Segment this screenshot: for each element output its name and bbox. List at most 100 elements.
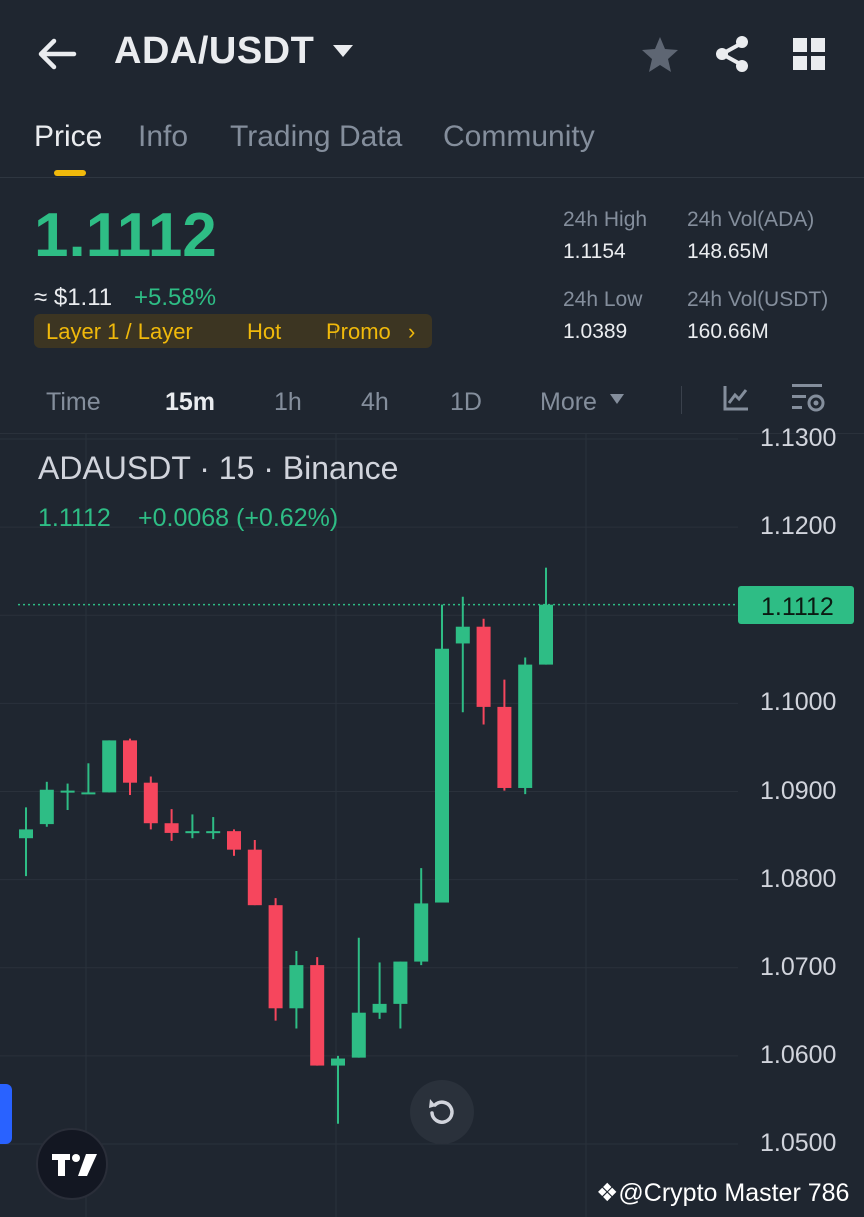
- candle-body: [227, 831, 241, 850]
- price-axis-tick: 1.1300: [760, 424, 837, 452]
- candle: [539, 567, 553, 665]
- candle-body: [289, 965, 304, 1009]
- candle: [518, 657, 533, 795]
- top-bar: ADA/USDT: [0, 0, 864, 110]
- candle: [39, 781, 54, 827]
- chart-settings-icon[interactable]: [790, 382, 826, 414]
- candle: [476, 618, 491, 725]
- tab-info[interactable]: Info: [138, 120, 189, 153]
- watermark: ❖@Crypto Master 786: [596, 1178, 849, 1208]
- candle-body: [455, 626, 470, 644]
- price-chart[interactable]: ADAUSDT · 15 · Binance 1.1112 +0.0068 (+…: [0, 424, 864, 1217]
- candle-body: [102, 740, 117, 793]
- candle: [143, 776, 158, 830]
- candle-body: [247, 849, 262, 906]
- candle: [393, 961, 408, 1029]
- candle-body: [123, 740, 137, 783]
- candle: [435, 604, 449, 903]
- candle: [247, 839, 262, 906]
- reset-chart-button[interactable]: [410, 1080, 474, 1144]
- change-percent: +5.58%: [134, 284, 217, 311]
- candle: [102, 740, 117, 793]
- interval-1h[interactable]: 1h: [274, 388, 302, 416]
- candle-body: [393, 961, 408, 1004]
- caret-down-icon[interactable]: [610, 394, 624, 404]
- candle-body: [39, 789, 54, 825]
- candle: [331, 1055, 345, 1124]
- side-drawer-handle[interactable]: [0, 1084, 12, 1144]
- interval-1d[interactable]: 1D: [450, 388, 482, 416]
- candle: [414, 868, 429, 966]
- share-icon[interactable]: [712, 34, 752, 74]
- candle: [227, 829, 241, 856]
- candle: [455, 596, 470, 713]
- candle-body: [518, 664, 533, 788]
- interval-more[interactable]: More: [540, 388, 597, 416]
- candle-body: [372, 1003, 387, 1013]
- candle-body: [268, 905, 283, 1009]
- interval-4h[interactable]: 4h: [361, 388, 389, 416]
- divider: [681, 386, 682, 414]
- star-icon[interactable]: [640, 34, 680, 74]
- candle-body: [310, 965, 325, 1066]
- price-axis-tick: 1.1000: [760, 688, 837, 717]
- low-label: 24h Low: [563, 288, 643, 311]
- candle-body: [185, 831, 200, 834]
- grid-icon[interactable]: [790, 34, 830, 74]
- candle: [372, 962, 387, 1019]
- chevron-down-icon[interactable]: [332, 44, 354, 58]
- tab-price[interactable]: Price: [34, 120, 103, 153]
- indicator-chart-icon[interactable]: [722, 384, 750, 412]
- candle: [497, 679, 512, 791]
- candle: [351, 937, 366, 1058]
- candle-series: [19, 567, 553, 1124]
- tag-layer[interactable]: Layer 1 / Layer: [46, 319, 193, 344]
- price-axis-tick: 1.0900: [760, 776, 837, 805]
- back-arrow-icon[interactable]: [34, 34, 78, 74]
- candle-body: [143, 782, 158, 824]
- candle: [123, 738, 137, 796]
- tag-row[interactable]: Layer 1 / Layer | Hot | Promo ›: [34, 314, 432, 348]
- interval-15m[interactable]: 15m: [165, 388, 216, 416]
- candle: [289, 951, 304, 1029]
- candle: [164, 809, 179, 841]
- chart-legend-price: 1.1112: [38, 504, 111, 532]
- candle-body: [206, 831, 221, 834]
- tradingview-logo[interactable]: [36, 1128, 108, 1200]
- price-axis-tick: 1.0600: [760, 1040, 837, 1069]
- price-axis-tick: 1.0700: [760, 952, 837, 981]
- chevron-right-icon[interactable]: ›: [408, 319, 416, 344]
- pair-title[interactable]: ADA/USDT: [114, 30, 315, 72]
- last-price: 1.1112: [34, 201, 217, 270]
- last-price-badge: 1.1112: [738, 585, 854, 624]
- candle: [206, 817, 221, 840]
- candle: [310, 957, 325, 1066]
- high-value: 1.1154: [563, 240, 626, 263]
- interval-time[interactable]: Time: [46, 388, 101, 416]
- candle-body: [497, 706, 512, 788]
- candle-body: [476, 626, 491, 707]
- high-label: 24h High: [563, 208, 648, 231]
- candle: [81, 763, 96, 795]
- active-tab-indicator: [54, 170, 86, 176]
- candle: [60, 783, 75, 811]
- candlestick-chart[interactable]: [0, 434, 864, 1217]
- tradingview-logo-icon: [52, 1154, 97, 1176]
- tag-promo[interactable]: Promo: [326, 319, 391, 344]
- chart-grid: [0, 434, 738, 1217]
- chart-legend-title: ADAUSDT · 15 · Binance: [38, 450, 399, 486]
- vol-quote-label: 24h Vol(USDT): [687, 288, 829, 311]
- candle-body: [164, 823, 179, 833]
- candle-body: [435, 648, 449, 903]
- tab-bar: Price Info Trading Data Community: [0, 110, 864, 178]
- tab-trading-data[interactable]: Trading Data: [230, 120, 403, 153]
- candle-body: [60, 790, 75, 793]
- price-axis-tick: 1.0800: [760, 864, 837, 893]
- price-axis-tick: 1.0500: [760, 1129, 837, 1157]
- usd-price: ≈ $1.11: [34, 284, 113, 311]
- tag-separator: |: [334, 325, 338, 339]
- tab-community[interactable]: Community: [443, 120, 595, 153]
- price-axis-tick: 1.1200: [760, 512, 837, 541]
- tag-hot[interactable]: Hot: [247, 319, 282, 344]
- watermark-text: @Crypto Master 786: [618, 1179, 850, 1207]
